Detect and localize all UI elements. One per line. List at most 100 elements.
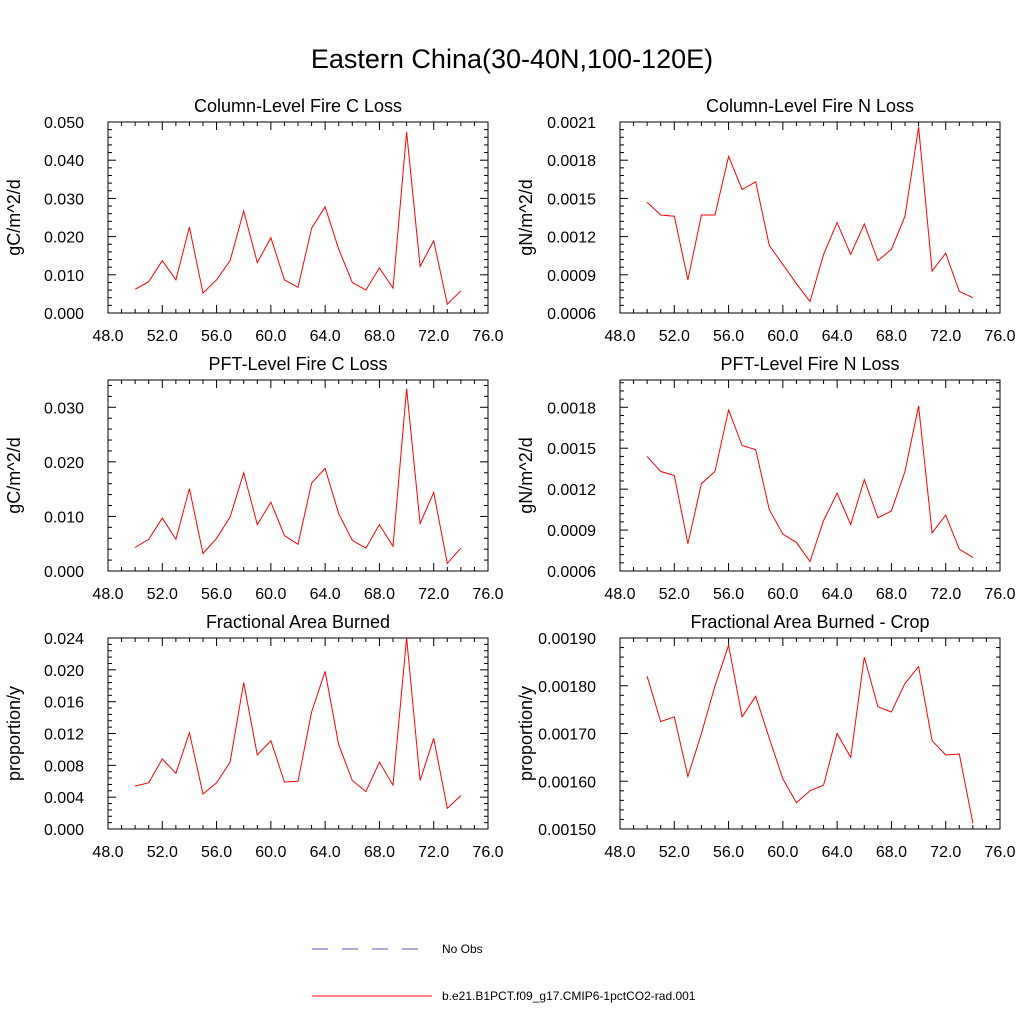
series-line (646, 643, 974, 824)
x-tick-label: 68.0 (876, 586, 907, 603)
panel-title: Column-Level Fire C Loss (194, 96, 402, 116)
y-tick-label: 0.000 (44, 822, 84, 839)
y-tick-label: 0.0012 (547, 482, 596, 499)
panel-1: Column-Level Fire C Loss gC/m^2/d 48.0 52.0… (4, 96, 504, 345)
legend-label-model: b.e21.B1PCT.f09_g17.CMIP6-1pctCO2-rad.00… (442, 989, 696, 1003)
y-tick-label: 0.020 (44, 663, 84, 680)
y-axis-label: gN/m^2/d (516, 179, 536, 255)
y-axis-label: proportion/y (4, 686, 24, 781)
x-tick-label: 56.0 (201, 586, 232, 603)
x-tick-label: 68.0 (364, 844, 395, 861)
x-tick-label: 48.0 (604, 844, 635, 861)
x-tick-label: 68.0 (876, 328, 907, 345)
y-tick-label: 0.004 (44, 790, 84, 807)
x-tick-label: 64.0 (310, 586, 341, 603)
x-tick-label: 76.0 (472, 844, 503, 861)
y-tick-label: 0.00180 (538, 679, 596, 696)
panel-title: Fractional Area Burned (206, 612, 390, 632)
x-tick-label: 60.0 (767, 844, 798, 861)
legend: No Obs b.e21.B1PCT.f09_g17.CMIP6-1pctCO2… (312, 942, 696, 1003)
x-tick-label: 60.0 (255, 844, 286, 861)
y-tick-label: 0.016 (44, 695, 84, 712)
x-tick-label: 68.0 (364, 328, 395, 345)
plot-frame (107, 121, 489, 314)
y-tick-label: 0.000 (44, 306, 84, 323)
y-tick-label: 0.020 (44, 455, 84, 472)
x-tick-label: 48.0 (92, 586, 123, 603)
x-tick-label: 48.0 (604, 586, 635, 603)
y-tick-label: 0.040 (44, 153, 84, 170)
series-line (134, 388, 462, 565)
plot-frame (619, 637, 1001, 830)
x-tick-label: 72.0 (418, 328, 449, 345)
x-tick-label: 72.0 (418, 586, 449, 603)
y-tick-label: 0.0015 (547, 441, 596, 458)
x-tick-label: 64.0 (310, 844, 341, 861)
x-tick-label: 52.0 (147, 586, 178, 603)
page-title: Eastern China(30-40N,100-120E) (310, 44, 714, 74)
y-tick-label: 0.00160 (538, 774, 596, 791)
y-tick-label: 0.000 (44, 564, 84, 581)
panel-6: Fractional Area Burned - Crop proportion/… (516, 612, 1016, 861)
plot-frame (619, 379, 1001, 572)
y-tick-label: 0.0021 (547, 115, 596, 132)
y-tick-label: 0.030 (44, 191, 84, 208)
x-tick-label: 76.0 (984, 328, 1015, 345)
plot-frame (619, 121, 1001, 314)
x-tick-label: 52.0 (659, 586, 690, 603)
x-tick-label: 64.0 (822, 586, 853, 603)
y-tick-label: 0.030 (44, 400, 84, 417)
y-tick-label: 0.0006 (547, 564, 596, 581)
x-tick-label: 76.0 (984, 844, 1015, 861)
x-tick-label: 76.0 (472, 586, 503, 603)
y-tick-label: 0.00190 (538, 631, 596, 648)
x-tick-label: 60.0 (255, 328, 286, 345)
x-tick-label: 52.0 (659, 844, 690, 861)
y-axis-label: proportion/y (516, 686, 536, 781)
series-line (646, 127, 974, 303)
y-tick-label: 0.020 (44, 230, 84, 247)
y-tick-label: 0.0018 (547, 153, 596, 170)
x-tick-label: 68.0 (876, 844, 907, 861)
y-tick-label: 0.00150 (538, 822, 596, 839)
panel-title: PFT-Level Fire N Loss (720, 354, 899, 374)
y-tick-label: 0.0018 (547, 400, 596, 417)
x-tick-label: 56.0 (713, 586, 744, 603)
y-tick-label: 0.012 (44, 727, 84, 744)
y-tick-label: 0.0015 (547, 191, 596, 208)
x-tick-label: 48.0 (92, 328, 123, 345)
series-line (134, 131, 462, 306)
y-tick-label: 0.010 (44, 268, 84, 285)
y-tick-label: 0.008 (44, 758, 84, 775)
x-tick-label: 60.0 (767, 586, 798, 603)
panel-5: Fractional Area Burned proportion/y 48.0 52… (4, 612, 504, 861)
x-tick-label: 64.0 (822, 844, 853, 861)
series-line (134, 637, 462, 810)
panel-4: PFT-Level Fire N Loss gN/m^2/d 48.0 52.0 56.… (516, 354, 1016, 603)
x-tick-label: 56.0 (201, 844, 232, 861)
x-tick-label: 56.0 (201, 328, 232, 345)
series-line (646, 405, 974, 563)
panel-3: PFT-Level Fire C Loss gC/m^2/d 48.0 52.0 56.… (4, 354, 504, 603)
y-tick-label: 0.010 (44, 509, 84, 526)
plot-frame (107, 637, 489, 830)
y-tick-label: 0.00170 (538, 727, 596, 744)
panel-title: PFT-Level Fire C Loss (208, 354, 387, 374)
x-tick-label: 72.0 (930, 586, 961, 603)
legend-label-no-obs: No Obs (442, 942, 483, 956)
y-tick-label: 0.0006 (547, 306, 596, 323)
x-tick-label: 72.0 (418, 844, 449, 861)
x-tick-label: 64.0 (822, 328, 853, 345)
x-tick-label: 68.0 (364, 586, 395, 603)
y-tick-label: 0.0012 (547, 230, 596, 247)
x-tick-label: 72.0 (930, 844, 961, 861)
x-tick-label: 60.0 (767, 328, 798, 345)
x-tick-label: 76.0 (472, 328, 503, 345)
x-tick-label: 48.0 (92, 844, 123, 861)
x-tick-label: 60.0 (255, 586, 286, 603)
y-tick-label: 0.050 (44, 115, 84, 132)
panel-title: Fractional Area Burned - Crop (690, 612, 929, 632)
y-axis-label: gC/m^2/d (4, 437, 24, 513)
y-axis-label: gC/m^2/d (4, 179, 24, 255)
